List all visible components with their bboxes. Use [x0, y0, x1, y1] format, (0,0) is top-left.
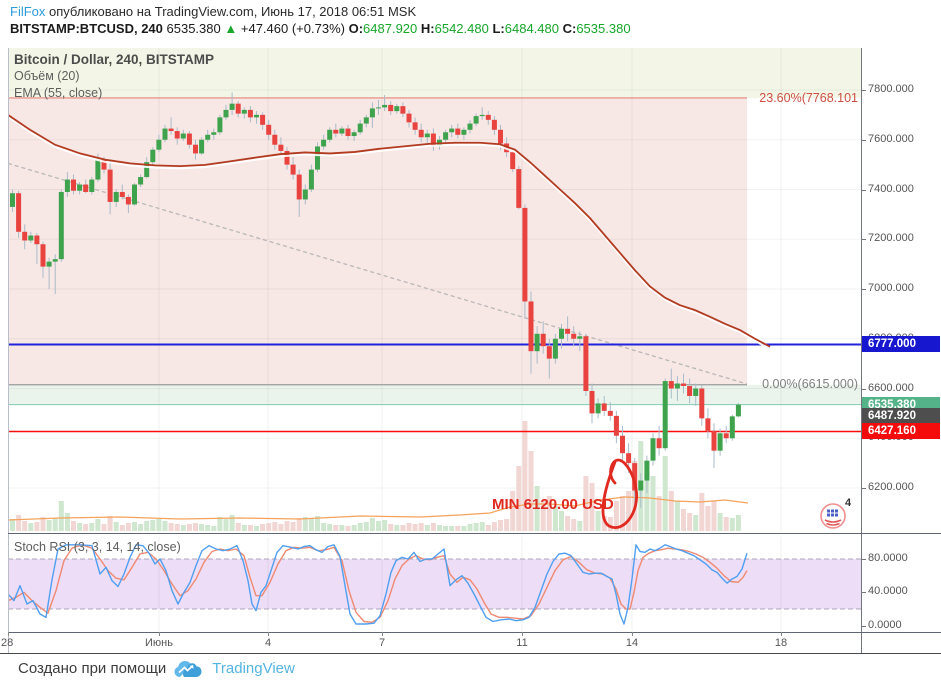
low-value: 6484.480 [504, 21, 559, 36]
stoch-tick [861, 559, 866, 560]
published-text: опубликовано на TradingView.com, Июнь 17… [49, 4, 417, 19]
symbol-label[interactable]: BITSTAMP:BTCUSD, 240 [10, 21, 163, 36]
author-link[interactable]: FilFox [10, 4, 46, 19]
ticker-line: BITSTAMP:BTCUSD, 240 6535.380 ▲ +47.460 … [10, 21, 631, 36]
price-axis-label: 7200.000 [868, 232, 914, 245]
open-label: O: [348, 21, 364, 36]
market-flag-icon[interactable] [818, 500, 850, 532]
time-axis-label: 7 [378, 637, 386, 649]
price-axis-label: 7800.000 [868, 83, 914, 95]
badge-count: 4 [845, 497, 852, 509]
tradingview-logo-icon[interactable] [174, 659, 202, 678]
up-arrow-icon: ▲ [224, 21, 238, 36]
price-axis-label: 7600.000 [868, 132, 914, 145]
high-label: H: [420, 21, 435, 36]
price-axis-label: 7000.000 [868, 282, 914, 294]
time-tick [632, 632, 633, 636]
price-tick [861, 388, 866, 390]
open-value: 6487.920 [363, 21, 418, 36]
stoch-tick [861, 592, 866, 594]
time-axis-separator [8, 632, 941, 633]
stoch-axis-label: 80.0000 [868, 552, 908, 564]
publish-header: FilFox опубликовано на TradingView.com, … [10, 4, 416, 19]
stoch-tick [861, 625, 866, 627]
time-axis-label: 18 [774, 637, 788, 649]
legend-volume[interactable]: Объём (20) [14, 69, 80, 83]
legend-ema[interactable]: EMA (55, close) [14, 86, 103, 100]
chart-legend: Bitcoin / Dollar, 240, BITSTAMP Объём (2… [14, 51, 214, 102]
price-chart-canvas[interactable] [8, 48, 861, 533]
time-tick [8, 632, 9, 636]
price-chip-6777.000: 6777.000 [862, 336, 940, 353]
stoch-axis-label: 0.0000 [868, 618, 902, 631]
price-tick [861, 139, 866, 141]
low-label: L: [492, 21, 505, 36]
stoch-rsi-legend[interactable]: Stoch RSI (3, 3, 14, 14, close) [14, 540, 181, 554]
min-price-annotation[interactable]: MIN 6120.00 USD [492, 496, 614, 513]
close-label: C: [562, 21, 577, 36]
time-axis-label: 14 [625, 637, 639, 649]
time-tick [382, 632, 383, 636]
chart-bottom-border [0, 653, 941, 654]
price-change: +47.460 (+0.73%) [240, 21, 345, 36]
price-tick [861, 239, 866, 241]
pane-left-border [8, 48, 9, 653]
footer: Создано при помощи TradingView [18, 659, 295, 678]
price-chip-6487.920: 6487.920 [862, 408, 940, 425]
time-tick [522, 632, 523, 636]
price-axis-label: 7400.000 [868, 182, 914, 195]
footer-text: Создано при помощи [18, 660, 167, 677]
high-value: 6542.480 [434, 21, 489, 36]
fib-0-label[interactable]: 0.00%(6615.000) [762, 377, 858, 391]
last-price: 6535.380 [166, 21, 221, 36]
stoch-rsi-canvas[interactable] [8, 537, 861, 632]
time-tick [159, 632, 160, 636]
price-axis-label: 6200.000 [868, 481, 914, 493]
time-axis-label: Июнь [145, 637, 173, 649]
time-axis-label: 28 [1, 637, 14, 649]
price-tick [861, 189, 866, 191]
pane-separator[interactable] [8, 533, 941, 534]
price-chip-6427.160: 6427.160 [862, 423, 940, 440]
time-axis-label: 11 [516, 637, 528, 649]
price-tick [861, 488, 866, 489]
price-axis-label: 6600.000 [868, 381, 914, 394]
price-tick [861, 90, 866, 91]
price-tick [861, 289, 866, 290]
close-value: 6535.380 [576, 21, 631, 36]
price-axis-border [861, 48, 862, 653]
fib-236-label[interactable]: 23.60%(7768.101 [759, 91, 858, 105]
time-tick [268, 632, 269, 636]
tradingview-link[interactable]: TradingView [212, 660, 295, 677]
time-tick [781, 632, 782, 636]
stoch-axis-label: 40.0000 [868, 585, 908, 598]
legend-symbol[interactable]: Bitcoin / Dollar, 240, BITSTAMP [14, 52, 215, 67]
time-axis-label: 4 [264, 637, 272, 649]
